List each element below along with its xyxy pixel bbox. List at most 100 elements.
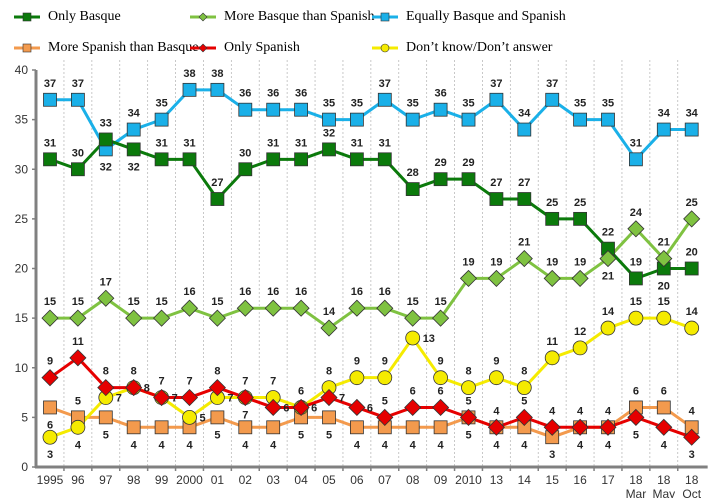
data-label: 37 [44,78,56,90]
data-label: 12 [574,326,586,338]
data-point [461,172,476,187]
legend-label: Only Basque [48,9,121,24]
data-label: 4 [577,405,584,417]
data-point [488,370,504,386]
data-label: 8 [131,366,137,378]
data-label: 35 [574,98,586,110]
data-point [41,309,59,327]
data-point [153,388,171,407]
data-point [208,309,226,327]
data-point [571,269,589,287]
data-label: 31 [379,137,391,149]
x-tick-label: 2010 [455,473,482,487]
data-point [656,122,671,137]
data-label: 6 [283,402,289,414]
data-label: 15 [658,296,670,308]
data-point [459,408,478,426]
data-label: 34 [518,108,531,120]
data-label: 7 [270,376,276,388]
data-label: 4 [493,405,500,417]
data-label: 19 [574,256,586,268]
legend-label: More Spanish than Basque [48,40,199,55]
data-label: 4 [605,439,612,451]
data-point [97,379,115,397]
data-label: 25 [546,197,558,209]
legend-item-more-basque: More Basque than Spanish [190,9,374,25]
data-label: 9 [438,356,444,368]
data-point [238,162,253,177]
data-label: 35 [602,98,614,110]
data-label: 27 [211,177,223,189]
data-label: 17 [100,276,112,288]
data-point [210,192,225,206]
data-point [182,409,197,425]
data-point [266,420,281,435]
data-label: 31 [351,137,363,149]
data-label: 7 [339,393,345,405]
data-label: 6 [438,385,444,397]
data-label: 16 [379,286,391,298]
legend-label: Equally Basque and Spanish [406,9,566,24]
data-label: 9 [382,356,388,368]
x-tick-label: 15 [546,473,560,487]
data-label: 7 [242,410,248,422]
data-point [543,418,561,436]
legend-diamond-marker-icon [190,43,216,53]
data-point [71,92,85,107]
y-tick-label: 15 [15,311,29,325]
data-label: 7 [186,376,192,388]
x-tick-label: 03 [267,473,281,487]
data-point [322,112,336,127]
data-label: 35 [323,98,335,110]
x-tick-label: 01 [211,473,225,487]
data-point [627,220,645,238]
data-point [684,261,699,276]
data-label: 15 [44,296,56,308]
x-tick-label: 99 [155,473,169,487]
data-label: 7 [242,376,248,388]
data-label: 4 [354,439,361,451]
data-label: 27 [518,177,530,189]
x-tick-label: 14 [518,473,532,487]
data-point [655,250,673,268]
data-point [180,388,199,407]
data-label: 20 [658,281,670,293]
data-label: 8 [214,366,220,378]
data-point [376,299,394,317]
data-point [461,380,476,396]
data-label: 3 [689,449,695,461]
data-label: 4 [159,439,166,451]
data-label: 30 [239,147,251,159]
data-point [683,428,701,446]
x-tick-label: 04 [294,473,308,487]
legend-label: Only Spanish [224,40,300,55]
data-point [182,82,197,97]
data-label: 22 [602,227,614,239]
data-label: 31 [630,137,642,149]
data-label: 21 [518,237,530,249]
data-point [322,142,336,157]
data-point [656,310,672,326]
data-label: 34 [686,108,699,120]
data-point [405,420,420,435]
data-point [208,379,226,397]
data-point [656,400,671,415]
data-point [70,419,86,435]
data-label: 15 [72,296,84,308]
x-tick-label: 18 [629,473,643,487]
data-label: 5 [465,395,471,407]
x-tick-label: 13 [490,473,504,487]
data-label: 32 [323,127,335,139]
data-label: 9 [354,356,360,368]
data-point [684,122,699,137]
data-point [320,319,338,337]
data-label: 5 [465,429,471,441]
data-label: 4 [186,439,193,451]
data-point [627,408,645,426]
x-tick-label: 08 [406,473,420,487]
data-point [487,269,505,287]
data-point [210,410,225,425]
data-point [266,152,281,167]
legend-label: Don’t know/Don’t answer [406,40,553,55]
